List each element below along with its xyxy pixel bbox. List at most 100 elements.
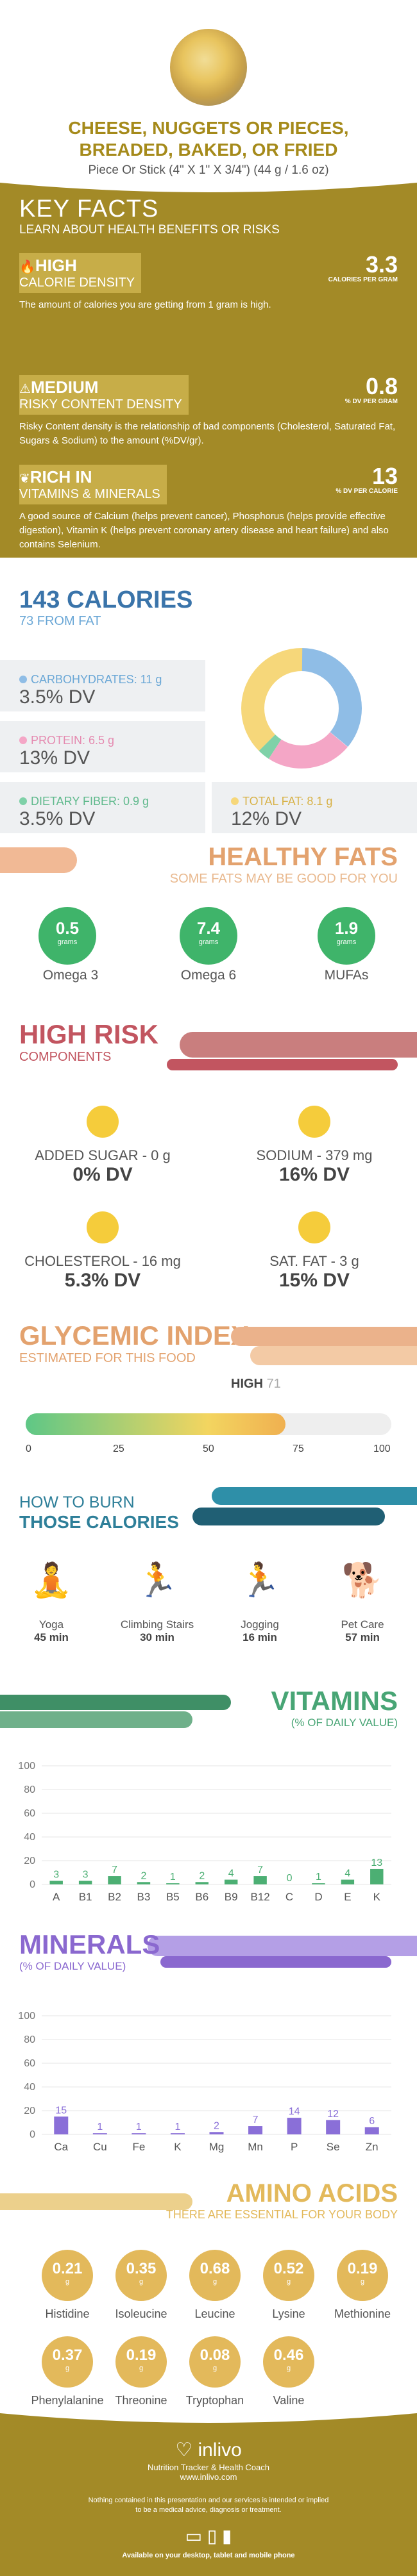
high-risk-subtitle: COMPONENTS <box>19 1050 112 1064</box>
protein-dv: 13% DV <box>19 747 90 769</box>
footer-url[interactable]: www.inlivo.com <box>180 2472 237 2482</box>
smiley-icon <box>298 1211 330 1243</box>
x-tick-label: B9 <box>225 1891 238 1903</box>
amino-badge: 0.08 g <box>189 2336 241 2388</box>
serving-size: Piece Or Stick (4" X 1" X 3/4") (44 g / … <box>88 163 329 177</box>
x-tick-label: C <box>285 1891 293 1903</box>
x-tick-label: A <box>53 1891 60 1903</box>
omega6-badge: 7.4 grams <box>180 907 237 965</box>
tick-label: 0 <box>26 1443 31 1454</box>
key-fact-desc: A good source of Calcium (helps prevent … <box>19 511 389 550</box>
activity-label: Climbing Stairs <box>120 1618 194 1631</box>
key-fact-unit: % DV PER CALORIE <box>336 488 398 495</box>
amino-badge: 0.19 g <box>115 2336 167 2388</box>
activity-value: 45 min <box>34 1631 69 1643</box>
tick-label: 50 <box>203 1443 214 1454</box>
calories-section: 143 CALORIES 73 FROM FAT CARBOHYDRATES: … <box>0 577 417 840</box>
amino-value: 0.35 <box>126 2260 157 2277</box>
risk-sat-fat: SAT. FAT - 3 g 15% DV <box>231 1211 398 1292</box>
vitamins-chart: 100 80 60 40 20 0 3 A 3 B1 7 B2 2 B3 1 B5 2 B6 4 B9 7 B12 0 C 1 D… <box>18 1761 391 1903</box>
activity-label: Pet Care <box>341 1618 384 1631</box>
food-image <box>170 29 247 106</box>
decor-stripe <box>192 1508 385 1525</box>
devices-icon: ▭ ▯ ▮ <box>185 2526 232 2546</box>
amino-label: Leucine <box>194 2307 235 2320</box>
activity-value: 30 min <box>140 1631 174 1643</box>
fat-label: TOTAL FAT: 8.1 g <box>243 795 333 808</box>
fat-value: 0.5 <box>55 918 80 938</box>
carbs-label: CARBOHYDRATES: 11 g <box>31 673 162 686</box>
key-fact-value: 0.8 <box>365 373 398 399</box>
key-fact-label: VITAMINS & MINERALS <box>19 487 160 501</box>
bar-value-label: 7 <box>257 1865 263 1875</box>
risk-label: SAT. FAT - 3 g <box>269 1253 359 1269</box>
amino-unit: g <box>65 2278 70 2286</box>
fat-unit: grams <box>57 938 78 946</box>
key-fact-desc: Risky Content density is the relationshi… <box>19 421 396 446</box>
burn-title-1: HOW TO BURN <box>19 1493 135 1511</box>
y-tick-label: 60 <box>24 1808 35 1819</box>
calories-from-fat: 73 FROM FAT <box>19 614 101 628</box>
bar <box>326 2120 341 2134</box>
x-tick-label: Se <box>327 2141 340 2153</box>
fat-unit: grams <box>198 938 219 946</box>
vitamins-subtitle: (% OF DAILY VALUE) <box>291 1716 398 1729</box>
bar <box>312 1883 325 1884</box>
minerals-title: MINERALS <box>19 1929 160 1959</box>
omega6-label: Omega 6 <box>180 968 237 983</box>
amino-label: Methionine <box>334 2307 391 2320</box>
amino-unit: g <box>286 2278 291 2286</box>
amino-item: 0.08 g Tryptophan <box>173 2336 257 2407</box>
x-tick-label: Fe <box>132 2141 145 2153</box>
omega3-badge: 0.5 grams <box>38 907 96 965</box>
y-tick-label: 20 <box>24 2106 35 2116</box>
burn-section: HOW TO BURN THOSE CALORIES 🧘 Yoga 45 min … <box>0 1487 417 1686</box>
x-tick-label: B3 <box>137 1891 151 1903</box>
fiber-label: DIETARY FIBER: 0.9 g <box>31 795 149 808</box>
decor-stripe <box>0 2193 192 2210</box>
jogging-icon: 🏃 <box>239 1562 281 1599</box>
x-tick-label: B6 <box>195 1891 208 1903</box>
decor-stripe <box>167 1059 398 1070</box>
key-fact-unit: % DV PER GRAM <box>345 398 398 405</box>
minerals-section: MINERALS (% OF DAILY VALUE) 100 80 60 40 20 0… <box>0 1929 417 2173</box>
x-tick-label: B12 <box>251 1891 270 1903</box>
minerals-subtitle: (% OF DAILY VALUE) <box>19 1960 126 1972</box>
carbs-dv: 3.5% DV <box>19 686 96 708</box>
bar-value-label: 2 <box>199 1870 205 1881</box>
pet-care-icon: 🐕 <box>341 1562 384 1599</box>
risk-label: SODIUM - 379 mg <box>256 1147 373 1163</box>
brand-name: inlivo <box>198 2439 242 2461</box>
fat-row: TOTAL FAT: 8.1 g 12% DV <box>212 782 417 833</box>
smiley-icon <box>87 1106 119 1138</box>
decor-stripe <box>148 1936 417 1956</box>
activity-pet-care: 🐕 Pet Care 57 min <box>318 1561 407 1644</box>
amino-value: 0.68 <box>200 2260 230 2277</box>
omega3-label: Omega 3 <box>42 968 99 983</box>
risk-label: CHOLESTEROL - 16 mg <box>24 1253 181 1269</box>
bar-value-label: 4 <box>228 1868 234 1879</box>
x-tick-label: Cu <box>93 2141 107 2153</box>
page-title: CHEESE, NUGGETS OR PIECES, BREADED, BAKE… <box>68 118 349 160</box>
carbs-dot <box>19 676 27 683</box>
key-fact-level: HIGH <box>35 256 77 275</box>
amino-value: 0.19 <box>347 2260 378 2277</box>
amino-item: 0.19 g Methionine <box>321 2250 404 2321</box>
decor-stripe <box>250 1346 417 1365</box>
amino-label: Phenylalanine <box>31 2394 104 2407</box>
healthy-fats-subtitle: SOME FATS MAY BE GOOD FOR YOU <box>169 872 398 886</box>
amino-item: 0.35 g Isoleucine <box>99 2250 183 2321</box>
bar <box>253 1876 267 1884</box>
fiber-row: DIETARY FIBER: 0.9 g 3.5% DV <box>0 782 205 833</box>
amino-badge: 0.19 g <box>337 2250 388 2301</box>
decor-stripe <box>0 1695 231 1710</box>
bar-value-label: 1 <box>174 2122 180 2132</box>
amino-value: 0.19 <box>126 2347 157 2364</box>
bar-value-label: 1 <box>136 2122 142 2132</box>
bar-value-label: 6 <box>369 2116 375 2127</box>
x-tick-label: K <box>174 2141 182 2153</box>
amino-unit: g <box>139 2364 144 2372</box>
amino-item: 0.68 g Leucine <box>173 2250 257 2321</box>
key-fact-desc: The amount of calories you are getting f… <box>19 299 271 310</box>
risk-dv: 5.3% DV <box>64 1270 141 1291</box>
